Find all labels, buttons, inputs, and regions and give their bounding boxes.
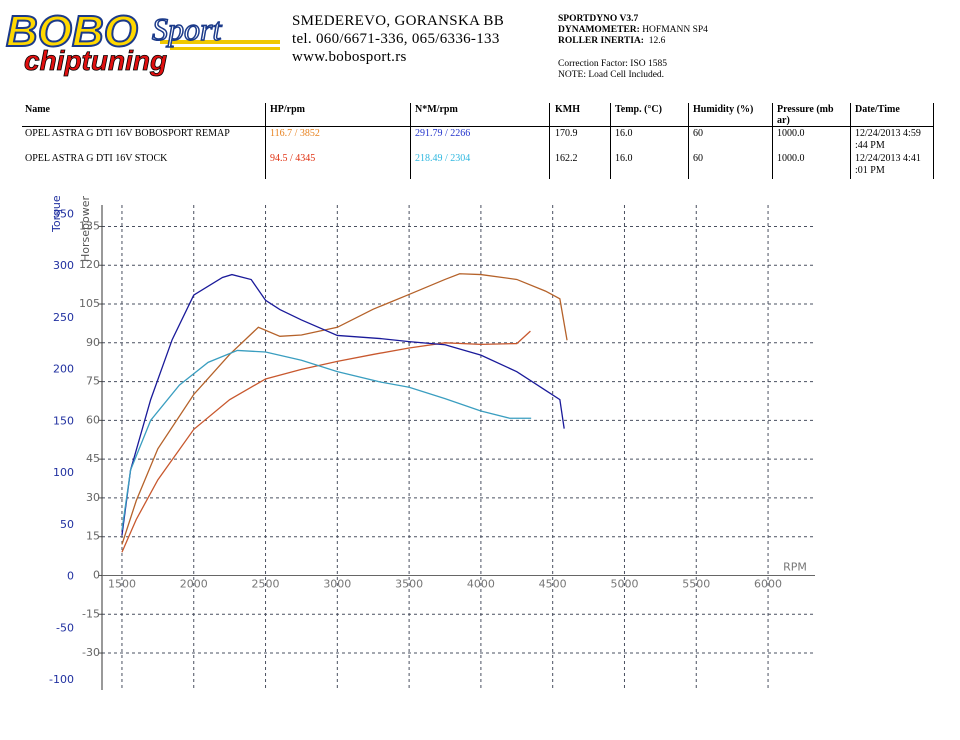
y-tick-label: 45 <box>86 452 100 465</box>
address-line: SMEDEREVO, GORANSKA BB <box>292 13 505 29</box>
x-tick-label: 4000 <box>467 577 495 590</box>
address: SMEDEREVO, GORANSKA BB tel. 060/6671-336… <box>292 12 504 66</box>
y2-tick-label: -50 <box>56 621 74 634</box>
column-separator <box>610 103 611 179</box>
column-separator <box>772 103 773 179</box>
column-separator <box>265 103 266 179</box>
logo-tagline: chiptuning <box>24 45 167 76</box>
table-cell: 291.79 / 2266 <box>415 128 471 139</box>
y-tick-label: 90 <box>86 336 100 349</box>
column-separator <box>688 103 689 179</box>
y-tick-label: 30 <box>86 491 100 504</box>
table-cell: 162.2 <box>555 153 578 164</box>
address-line: tel. 060/6671-336, 065/6336-133 <box>292 31 500 47</box>
y-tick-label: 135 <box>79 219 100 232</box>
results-table: Name HP/rpm N*M/rpm KMH Temp. (°C) Humidity (… <box>0 0 960 190</box>
column-separator <box>549 103 550 179</box>
y2-tick-label: 300 <box>53 259 74 272</box>
series-line <box>121 349 532 531</box>
y-tick-label: 120 <box>79 258 100 271</box>
table-cell: 1000.0 <box>777 128 805 139</box>
series-line <box>121 273 565 536</box>
note: NOTE: Load Cell Included. <box>558 70 665 80</box>
x-tick-label: 2000 <box>180 577 208 590</box>
column-header: Name <box>25 104 50 115</box>
y2-tick-label: 200 <box>53 363 74 376</box>
y2-tick-label: 50 <box>60 518 74 531</box>
table-cell: OPEL ASTRA G DTI 16V BOBOSPORT REMAP <box>25 128 230 139</box>
table-cell: 12/24/2013 4:41 :01 PM <box>855 153 921 176</box>
y2-tick-label: 0 <box>67 570 74 583</box>
y-tick-label: 75 <box>86 375 100 388</box>
x-tick-label: 4500 <box>539 577 567 590</box>
y2-axis-title: Torque <box>50 195 63 233</box>
y2-tick-label: 100 <box>53 466 74 479</box>
column-header: Pressure (mb ar) <box>777 104 834 126</box>
column-separator <box>410 103 411 179</box>
table-cell: 60 <box>693 153 703 164</box>
address-line: www.bobosport.rs <box>292 49 407 65</box>
column-header: KMH <box>555 104 580 115</box>
x-tick-label: 3000 <box>323 577 351 590</box>
y-tick-label: 105 <box>79 297 100 310</box>
y2-tick-label: -100 <box>49 673 74 686</box>
table-cell: 170.9 <box>555 128 578 139</box>
table-cell: OPEL ASTRA G DTI 16V STOCK <box>25 153 168 164</box>
logo-sport: Sport <box>152 11 222 47</box>
x-tick-label: 5000 <box>610 577 638 590</box>
table-cell: 218.49 / 2304 <box>415 153 471 164</box>
info-label: ROLLER INERTIA: <box>558 36 644 46</box>
y2-tick-label: 350 <box>53 207 74 220</box>
info-label: DYNAMOMETER: <box>558 25 640 35</box>
series-line <box>121 273 568 545</box>
y-tick-label: -15 <box>82 607 100 620</box>
table-cell: 94.5 / 4345 <box>270 153 316 164</box>
column-header: Temp. (°C) <box>615 104 662 115</box>
info-value: 12.6 <box>648 36 666 46</box>
x-tick-label: 6000 <box>754 577 782 590</box>
column-header: Date/Time <box>855 104 900 115</box>
x-tick-label: 2500 <box>252 577 280 590</box>
correction: Correction Factor: ISO 1585 <box>558 59 667 69</box>
x-tick-label: 3500 <box>395 577 423 590</box>
table-cell: 12/24/2013 4:59 :44 PM <box>855 128 921 151</box>
x-axis-title: RPM <box>783 560 807 573</box>
info-value: HOFMANN SP4 <box>642 25 708 35</box>
column-header: HP/rpm <box>270 104 305 115</box>
logo-brand: BOBO <box>6 7 138 56</box>
table-cell: 16.0 <box>615 128 633 139</box>
y-tick-label: 15 <box>86 530 100 543</box>
table-cell: 60 <box>693 128 703 139</box>
column-separator <box>850 103 851 179</box>
y-tick-label: -30 <box>82 646 100 659</box>
dyno-info: SPORTDYNO V3.7 DYNAMOMETER: HOFMANN SP4 … <box>558 14 708 81</box>
x-tick-label: 5500 <box>682 577 710 590</box>
x-tick-label: 1500 <box>108 577 136 590</box>
column-separator <box>933 103 934 179</box>
software: SPORTDYNO V3.7 <box>558 14 639 24</box>
logo: BOBO Sport chiptuning <box>5 6 280 76</box>
table-cell: 16.0 <box>615 153 633 164</box>
y2-tick-label: 150 <box>53 414 74 427</box>
table-cell: 1000.0 <box>777 153 805 164</box>
y-tick-label: 60 <box>86 413 100 426</box>
y-tick-label: 0 <box>93 568 100 581</box>
y2-tick-label: 250 <box>53 311 74 324</box>
column-header: Humidity (%) <box>693 104 754 115</box>
series-line <box>121 330 531 553</box>
table-rule <box>22 126 934 127</box>
y-axis-title: Horsepower <box>79 196 92 262</box>
table-cell: 116.7 / 3852 <box>270 128 320 139</box>
column-header: N*M/rpm <box>415 104 458 115</box>
